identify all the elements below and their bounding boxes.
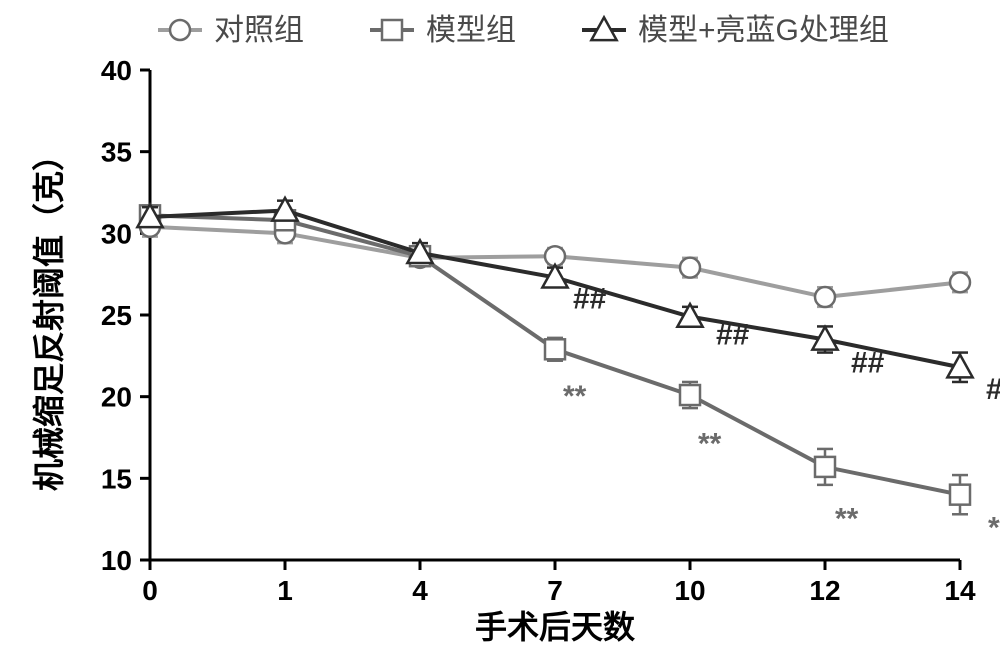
sig-annotation: ## (851, 346, 885, 379)
y-axis-title: 机械缩足反射阈值（克） (31, 139, 67, 491)
sig-annotation: ** (563, 380, 587, 413)
svg-text:10: 10 (674, 575, 705, 606)
svg-text:7: 7 (547, 575, 563, 606)
svg-text:12: 12 (809, 575, 840, 606)
sig-annotation: ** (835, 503, 859, 536)
svg-text:对照组: 对照组 (214, 14, 304, 47)
svg-text:0: 0 (142, 575, 158, 606)
svg-text:35: 35 (101, 137, 132, 168)
svg-text:4: 4 (412, 575, 428, 606)
sig-annotation: ## (573, 283, 607, 316)
line-chart: 101520253035400147101214手术后天数机械缩足反射阈值（克）… (0, 0, 1000, 660)
svg-text:模型组: 模型组 (426, 14, 516, 47)
legend-item: 模型+亮蓝G处理组 (582, 14, 889, 47)
sig-annotation: ** (698, 428, 722, 461)
series-control (140, 217, 970, 307)
svg-text:25: 25 (101, 300, 132, 331)
svg-text:模型+亮蓝G处理组: 模型+亮蓝G处理组 (638, 14, 889, 47)
legend-item: 对照组 (158, 14, 304, 47)
svg-text:10: 10 (101, 545, 132, 576)
svg-text:14: 14 (944, 575, 976, 606)
chart-container: 101520253035400147101214手术后天数机械缩足反射阈值（克）… (0, 0, 1000, 660)
svg-text:15: 15 (101, 463, 132, 494)
svg-text:20: 20 (101, 382, 132, 413)
x-axis-title: 手术后天数 (475, 609, 636, 645)
svg-text:30: 30 (101, 218, 132, 249)
svg-text:40: 40 (101, 55, 132, 86)
sig-annotation: ## (716, 319, 750, 352)
svg-text:1: 1 (277, 575, 293, 606)
legend-item: 模型组 (370, 14, 516, 47)
sig-annotation: ## (986, 373, 1000, 406)
sig-annotation: ** (988, 512, 1000, 545)
